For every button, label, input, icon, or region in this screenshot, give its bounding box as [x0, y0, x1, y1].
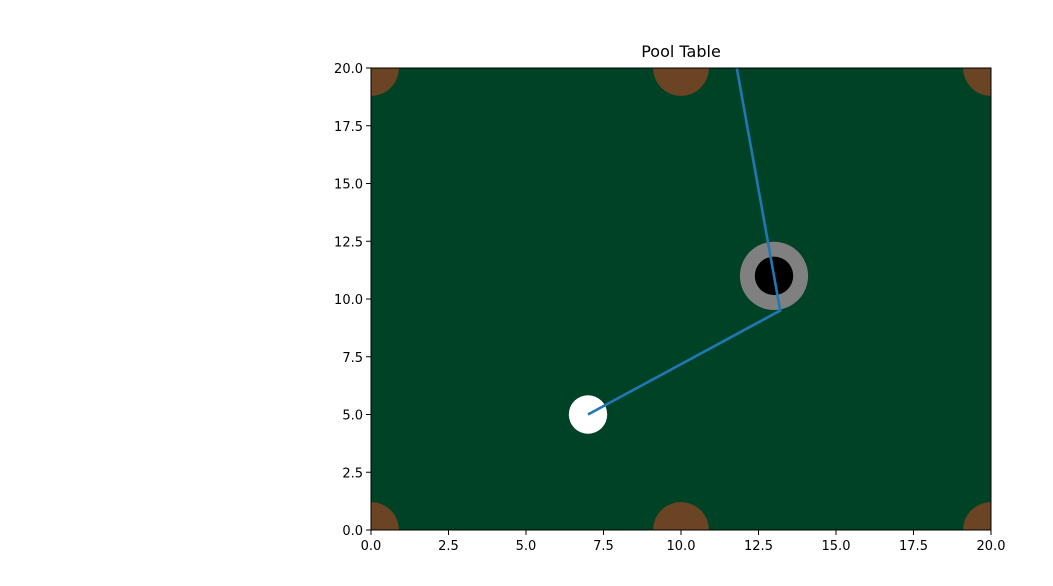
x-tick-label: 5.0 [516, 539, 537, 554]
shot-path-line [587, 68, 782, 416]
y-tick-label: 15.0 [334, 178, 363, 193]
x-tick-label: 15.0 [822, 539, 851, 554]
pocket-5 [963, 68, 991, 96]
pocket-3 [371, 68, 399, 96]
y-tick-label: 0.0 [342, 524, 363, 539]
pocket-0 [371, 502, 399, 530]
chart-title: Pool Table [641, 42, 721, 61]
y-tick-label: 2.5 [342, 466, 363, 481]
x-tick-label: 2.5 [438, 539, 459, 554]
y-tick-label: 20.0 [334, 62, 363, 77]
y-tick-label: 5.0 [342, 409, 363, 424]
x-tick-label: 12.5 [744, 539, 773, 554]
x-tick-label: 10.0 [667, 539, 696, 554]
x-tick-label: 0.0 [361, 539, 382, 554]
pool-table-surface [371, 68, 991, 530]
x-tick-label: 17.5 [899, 539, 928, 554]
pocket-1 [653, 502, 709, 530]
pocket-4 [653, 68, 709, 96]
y-tick-label: 7.5 [342, 351, 363, 366]
x-tick-label: 7.5 [593, 539, 614, 554]
pocket-2 [963, 502, 991, 530]
y-tick-label: 12.5 [334, 235, 363, 250]
y-tick-label: 17.5 [334, 120, 363, 135]
y-tick-label: 10.0 [334, 293, 363, 308]
x-tick-label: 20.0 [977, 539, 1006, 554]
